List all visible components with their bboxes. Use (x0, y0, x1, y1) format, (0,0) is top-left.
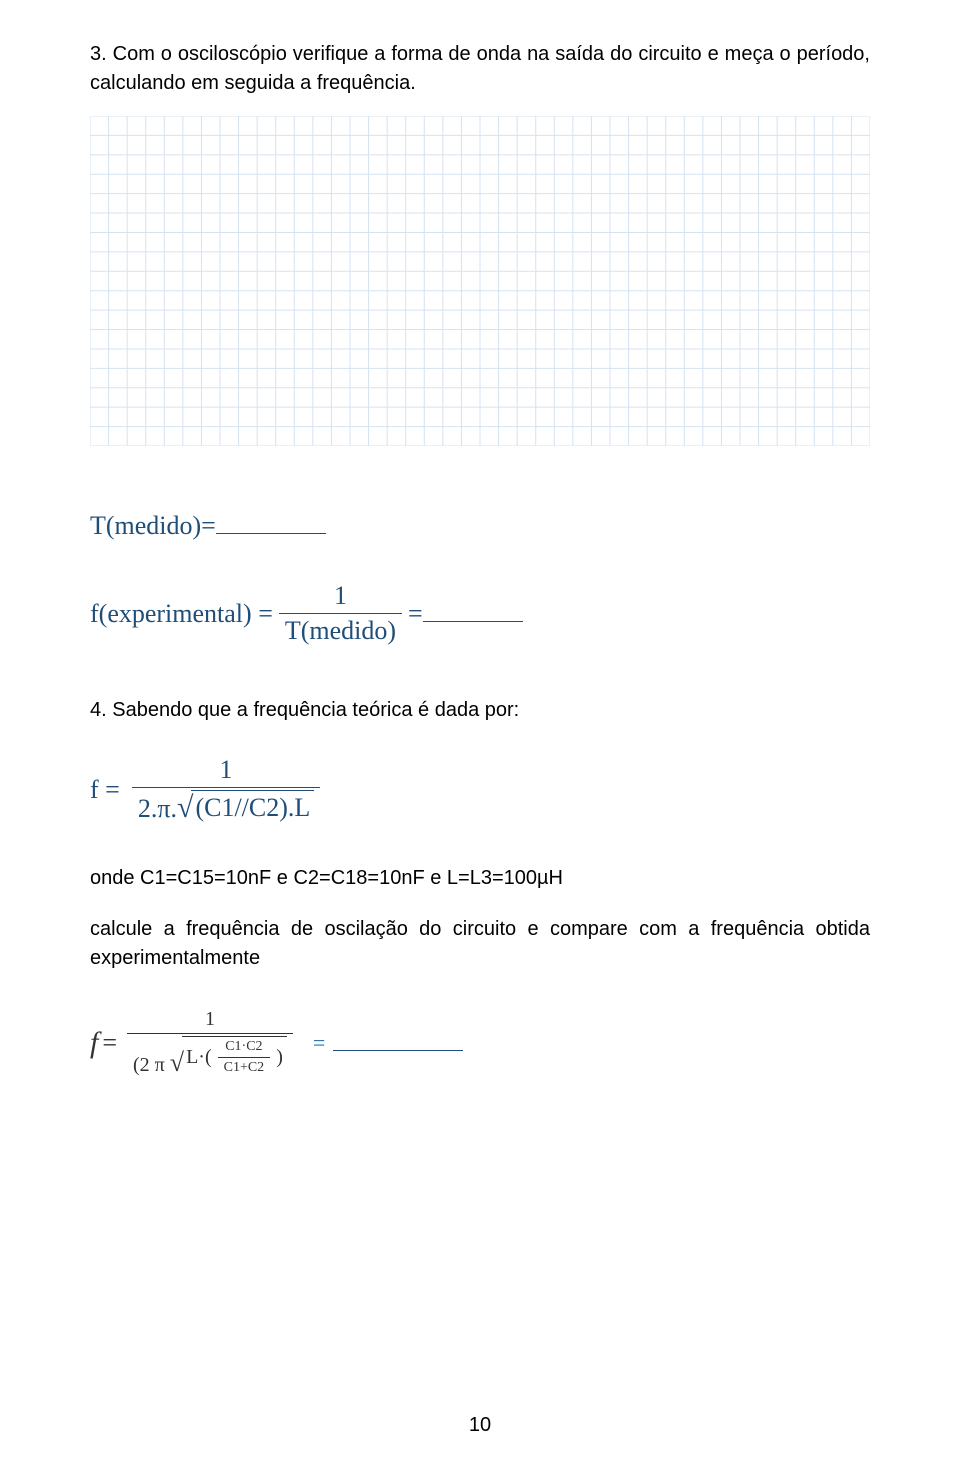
f-theory-row: f = 1 2.π.√(C1//C2).L (90, 755, 870, 824)
f-calc-symbol: f (90, 1026, 98, 1060)
t-measured-label: T(medido)= (90, 511, 216, 541)
f-calc-sqrt-body: L·( C1·C2C1+C2) (182, 1036, 287, 1076)
f-calc-sqrt: √L·(C1·C2C1+C2) (170, 1036, 287, 1076)
t-measured-row: T(medido)= (90, 511, 870, 541)
f-calc-den-prefix: (2 π (133, 1054, 170, 1076)
f-theory-den-prefix: 2.π. (138, 794, 177, 823)
f-calc-inner-num: C1·C2 (219, 1039, 268, 1057)
f-calc-denominator: (2 π √L·(C1·C2C1+C2) (127, 1033, 293, 1077)
question-4-text: 4. Sabendo que a frequência teórica é da… (90, 696, 870, 725)
f-calc-inner-frac: C1·C2C1+C2 (218, 1039, 271, 1076)
f-theory-sqrt: √(C1//C2).L (177, 790, 314, 823)
t-measured-blank (216, 518, 326, 534)
f-calc-sqrt-L: L·( (186, 1046, 212, 1069)
f-calc-row: f = 1 (2 π √L·(C1·C2C1+C2) = (90, 1008, 870, 1077)
f-theory-fraction: 1 2.π.√(C1//C2).L (132, 755, 320, 824)
f-experimental-row: f(experimental) = 1 T(medido) = (90, 581, 870, 646)
f-calc-numerator: 1 (199, 1008, 221, 1033)
f-calc-blank (333, 1035, 463, 1051)
f-exp-numerator: 1 (328, 581, 353, 613)
f-theory-left: f = (90, 775, 120, 805)
page-number: 10 (0, 1414, 960, 1437)
oscilloscope-grid (90, 116, 870, 446)
f-calc-den-close: ) (276, 1046, 283, 1069)
f-exp-fraction: 1 T(medido) (279, 581, 402, 646)
f-calc-fraction: 1 (2 π √L·(C1·C2C1+C2) (127, 1008, 293, 1077)
f-theory-sqrt-body: (C1//C2).L (191, 790, 314, 823)
given-values: onde C1=C15=10nF e C2=C18=10nF e L=L3=10… (90, 864, 870, 893)
f-theory-numerator: 1 (214, 755, 239, 787)
question-3-text: 3. Com o osciloscópio verifique a forma … (90, 40, 870, 98)
f-calc-eq1: = (102, 1028, 117, 1058)
calc-instruction: calcule a frequência de oscilação do cir… (90, 915, 870, 973)
f-exp-blank (423, 606, 523, 622)
f-exp-denominator: T(medido) (279, 613, 402, 646)
f-calc-equals: = (313, 1030, 325, 1056)
f-exp-left: f(experimental) = (90, 599, 273, 629)
f-theory-denominator: 2.π.√(C1//C2).L (132, 787, 320, 824)
f-exp-equals: = (408, 599, 423, 629)
f-calc-inner-den: C1+C2 (218, 1057, 271, 1076)
